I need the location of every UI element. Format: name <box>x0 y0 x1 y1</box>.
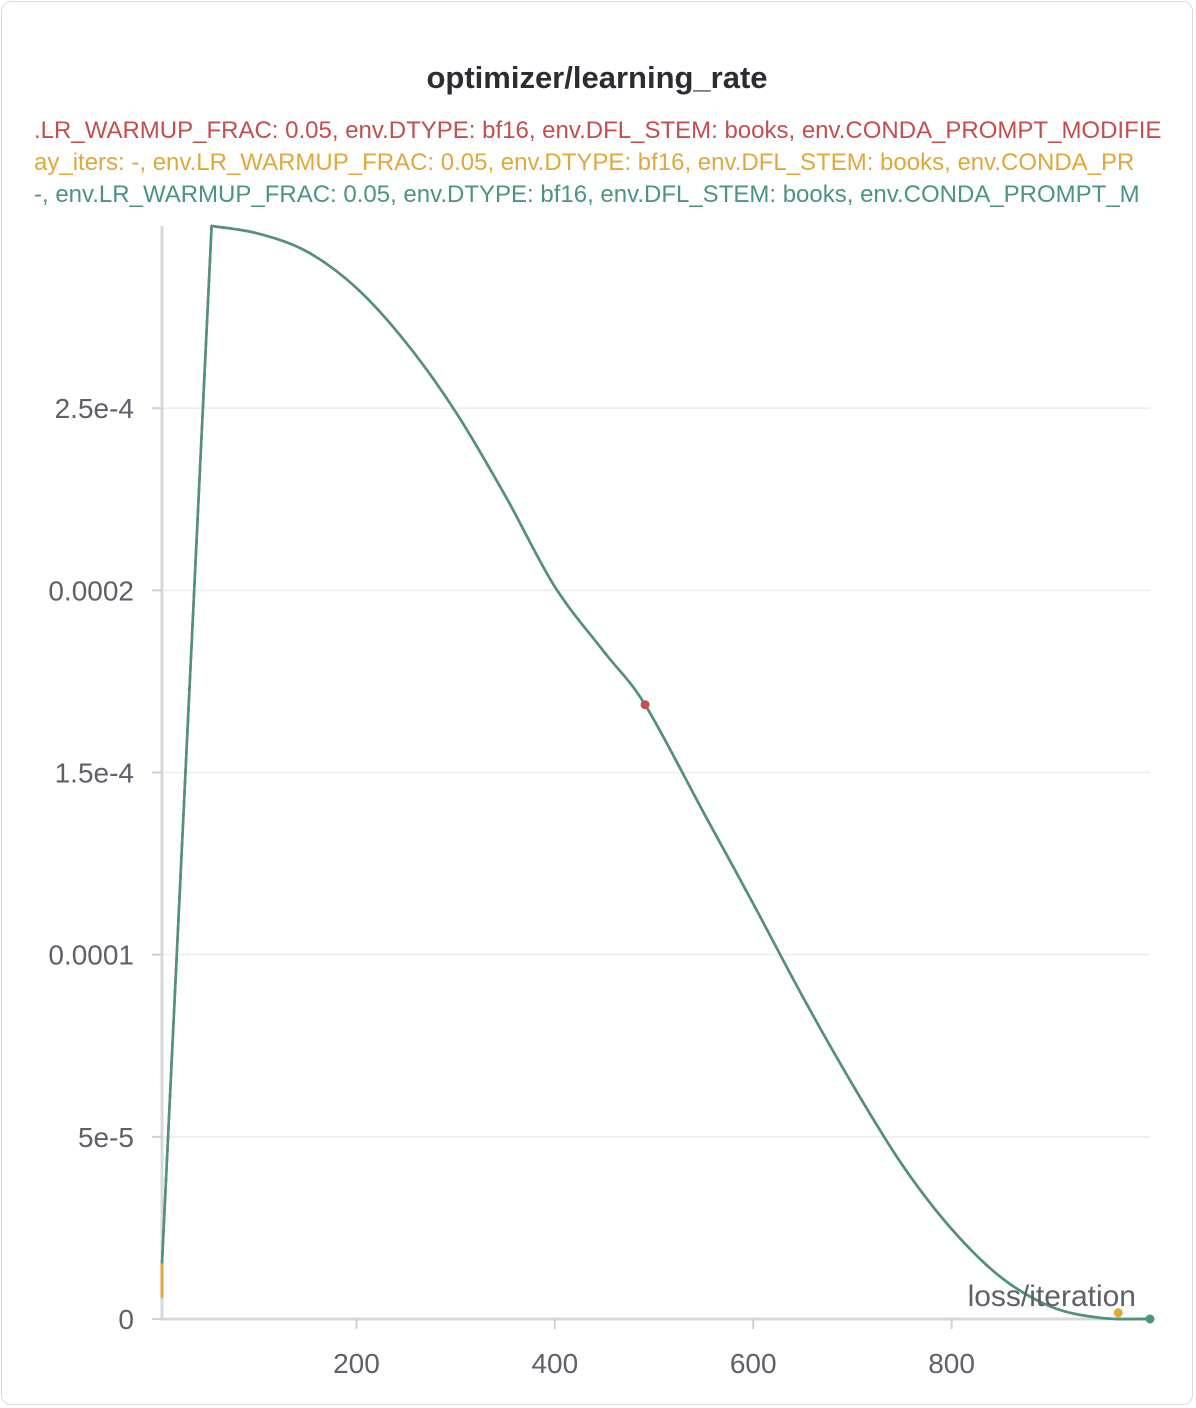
y-tick-label: 0 <box>118 1304 134 1335</box>
series-lines <box>160 224 1151 1321</box>
series-markers <box>640 700 1155 1324</box>
y-tick-label: 5e-5 <box>78 1122 134 1153</box>
y-tick-label: 0.0001 <box>48 940 134 971</box>
x-axis-ticks: 200 400 600 800 <box>333 1319 975 1379</box>
x-tick-label: 200 <box>333 1348 380 1379</box>
x-tick-label: 800 <box>928 1348 975 1379</box>
legend-text-red: .LR_WARMUP_FRAC: 0.05, env.DTYPE: bf16, … <box>34 117 1162 144</box>
legend-entry-orange[interactable]: ay_iters: -, env.LR_WARMUP_FRAC: 0.05, e… <box>34 147 1164 179</box>
legend-text-orange: ay_iters: -, env.LR_WARMUP_FRAC: 0.05, e… <box>34 149 1135 176</box>
marker-run-teal <box>1145 1314 1155 1324</box>
y-tick-label: 1.5e-4 <box>55 758 134 789</box>
legend-entry-red[interactable]: .LR_WARMUP_FRAC: 0.05, env.DTYPE: bf16, … <box>34 115 1164 147</box>
legend-text-teal: -, env.LR_WARMUP_FRAC: 0.05, env.DTYPE: … <box>34 181 1140 208</box>
x-tick-label: 400 <box>531 1348 578 1379</box>
y-tick-label: 2.5e-4 <box>55 393 134 424</box>
x-axis-title: loss/iteration <box>968 1280 1136 1313</box>
series-line-run-teal <box>160 224 1151 1321</box>
chart-title: optimizer/learning_rate <box>426 60 768 95</box>
grid-lines <box>162 407 1150 1138</box>
marker-run-red <box>640 700 650 710</box>
y-axis-ticks: 0 5e-5 0.0001 1.5e-4 0.0002 2.5e-4 <box>48 393 162 1335</box>
x-tick-label: 600 <box>730 1348 777 1379</box>
marker-run-orange <box>1113 1308 1123 1318</box>
legend-entry-teal[interactable]: -, env.LR_WARMUP_FRAC: 0.05, env.DTYPE: … <box>34 179 1164 211</box>
y-tick-label: 0.0002 <box>48 575 134 606</box>
